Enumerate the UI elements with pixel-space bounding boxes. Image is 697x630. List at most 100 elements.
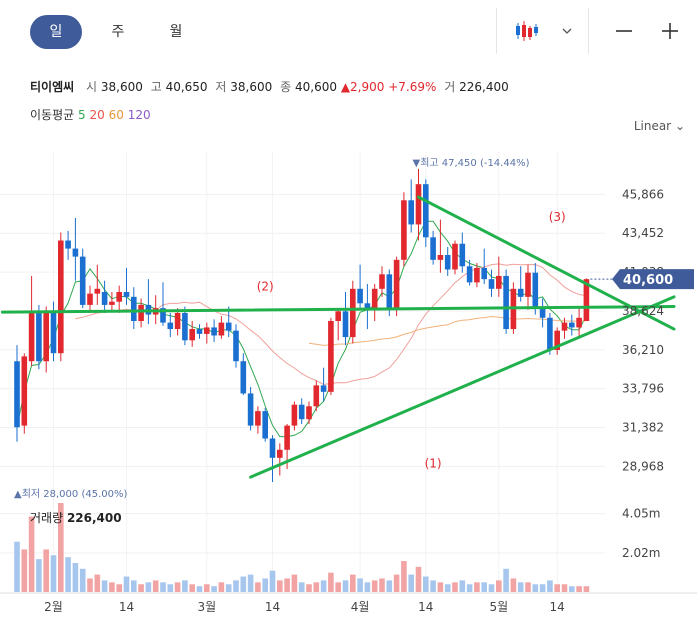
trendline-annotation: (3) [549, 210, 566, 224]
volume-bar [408, 574, 414, 592]
candle-body [284, 425, 290, 450]
min-price-marker: ▲최저 28,000 (45.00%) [14, 488, 127, 500]
volume-bar [225, 584, 232, 592]
candle-body [225, 322, 232, 331]
volume-bar [371, 580, 378, 592]
volume-bar [539, 584, 546, 592]
candle-body [510, 288, 517, 330]
minus-icon[interactable] [610, 14, 638, 48]
volume-bar [328, 572, 334, 592]
candle-body [262, 411, 268, 439]
quote-summary: 티이엠씨 시 38,600 고 40,650 저 38,600 종 40,600… [30, 78, 509, 95]
volume-bar [94, 574, 101, 592]
candle-body [569, 322, 575, 328]
y-tick-label: 36,210 [622, 343, 664, 357]
y-tick-label: 43,452 [622, 226, 664, 240]
x-tick-label: 4월 [351, 600, 370, 614]
volume-bar [109, 582, 115, 592]
stock-name: 티이엠씨 [30, 80, 75, 94]
candle-body [189, 329, 195, 341]
y-tick-label: 28,968 [622, 459, 664, 473]
scale-mode-label: Linear [633, 119, 672, 133]
volume-bar [72, 562, 79, 592]
volume-bar [262, 578, 268, 592]
volume-bar [65, 557, 71, 592]
candle-body [444, 255, 451, 270]
candle-body [21, 356, 28, 426]
period-weekly-tab[interactable]: 주 [111, 24, 125, 40]
candle-body [79, 256, 86, 305]
candle-body [58, 240, 64, 354]
candle-body [123, 292, 130, 297]
period-daily-tab[interactable]: 일 [30, 15, 82, 49]
volume-bar [189, 584, 195, 592]
volume-bar [583, 586, 590, 592]
period-monthly-tab[interactable]: 월 [169, 24, 183, 40]
candle-body [196, 329, 203, 334]
toolbar-divider [588, 8, 589, 54]
candle-body [503, 275, 509, 330]
volume-bar [152, 580, 159, 592]
volume-bar [459, 580, 466, 592]
candle-body [423, 184, 429, 238]
y-tick-label: 33,796 [622, 382, 664, 396]
scale-mode-select[interactable]: Linear ⌄ [634, 119, 685, 133]
period-selector: 일 주 월 [30, 15, 220, 49]
price-change: ▲2,900 [340, 80, 385, 94]
moving-average-legend[interactable]: 이동평균 5 20 60 120 [30, 106, 151, 123]
volume-bar [14, 541, 20, 592]
y-tick-label: 41,038 [622, 265, 664, 279]
candle-body [145, 304, 152, 315]
plus-icon[interactable] [656, 14, 684, 48]
ma-20-line [75, 263, 587, 386]
candlestick-icon[interactable] [512, 14, 544, 48]
volume-bar [401, 561, 407, 592]
candle-body [583, 279, 590, 321]
volume-tick-label: 4.05m [622, 507, 660, 521]
volume-bar [131, 580, 137, 592]
candle-body [371, 288, 378, 309]
candle-body [320, 385, 327, 392]
y-tick-label: 45,866 [622, 187, 664, 201]
volume-tick-label: 2.02m [622, 546, 660, 560]
volume-label: 거 [444, 80, 456, 94]
toolbar-divider [496, 8, 497, 54]
candle-body [269, 438, 276, 458]
volume-bar [218, 582, 225, 592]
candle-body [328, 321, 334, 392]
candle-body [364, 303, 371, 309]
candle-body [116, 292, 122, 302]
candle-body [452, 243, 458, 270]
ma-120: 120 [127, 108, 151, 122]
candle-body [72, 248, 79, 257]
candle-body [182, 312, 188, 341]
volume-bar [357, 578, 363, 592]
volume-bar [116, 584, 122, 592]
candle-body [576, 317, 582, 328]
trendline [417, 195, 676, 331]
volume-bar [554, 584, 560, 592]
volume-bar [423, 576, 429, 592]
high-label: 고 [150, 80, 162, 94]
chevron-down-icon[interactable] [556, 14, 578, 48]
candle-body [430, 237, 436, 260]
volume-bar [233, 580, 239, 592]
chevron-down-icon: ⌄ [674, 119, 685, 133]
candle-body [87, 293, 93, 305]
volume-bar [138, 584, 144, 592]
x-tick-label: 5월 [489, 600, 508, 614]
volume-bar [532, 584, 539, 592]
volume-bar [350, 574, 356, 592]
volume-bar [452, 582, 458, 592]
volume-bar [488, 584, 495, 592]
candle-body [43, 311, 49, 362]
volume-bar [503, 568, 509, 592]
candle-body [408, 200, 414, 225]
volume-bar [28, 516, 35, 592]
candle-body [233, 330, 239, 362]
volume-bar [342, 580, 349, 592]
volume-bar [240, 576, 247, 592]
volume-bar [386, 580, 393, 592]
x-tick-label: 14 [265, 600, 280, 614]
open-value: 38,600 [100, 80, 143, 94]
